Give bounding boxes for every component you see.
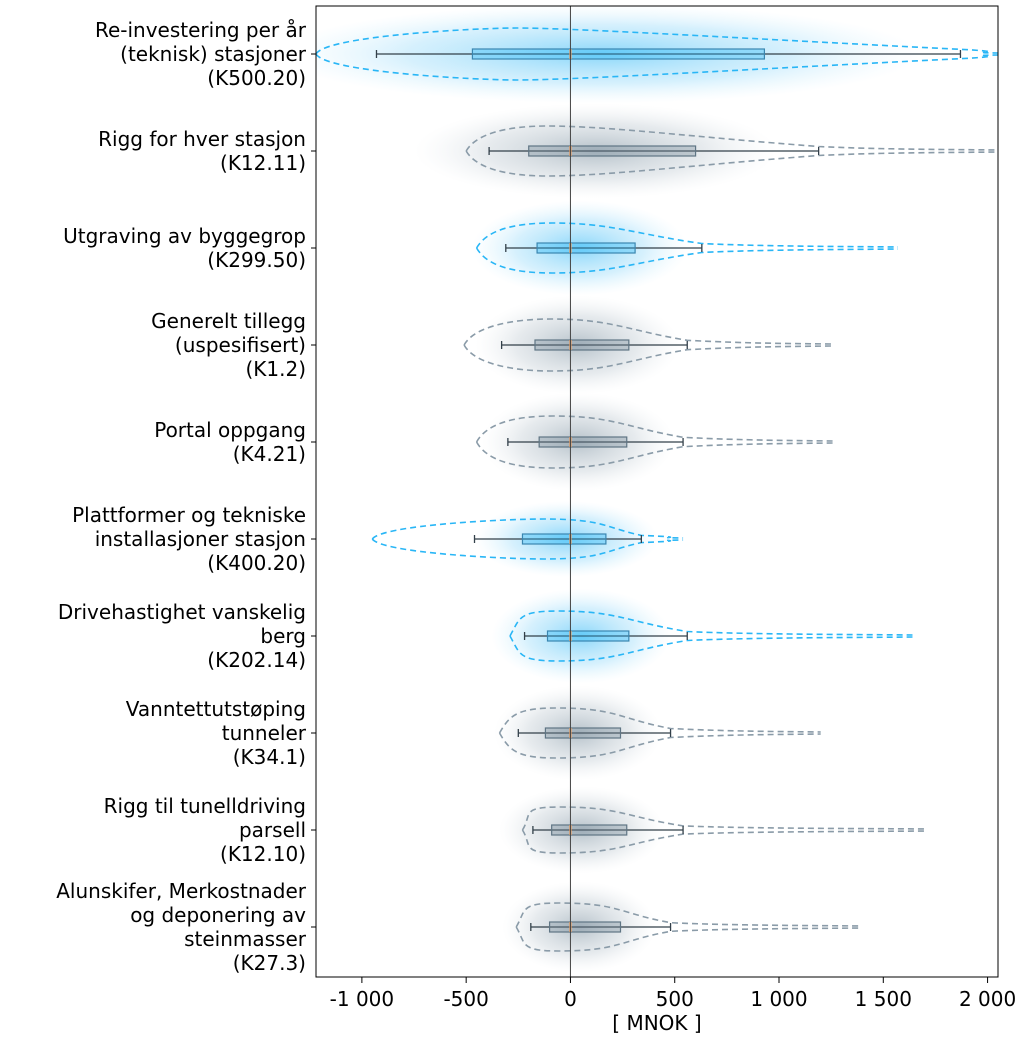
category-label-line: tunneler	[222, 721, 307, 745]
violin-outline-lower	[465, 150, 998, 177]
violin-outline-lower	[475, 441, 834, 469]
category-label-line: Rigg for hver stasjon	[98, 127, 306, 151]
category-label-line: (K400.20)	[207, 551, 306, 575]
category-label-line: (K12.11)	[220, 151, 306, 175]
iqr-box	[544, 727, 622, 739]
violin-item	[316, 6, 998, 104]
violin-outline-lower	[316, 53, 998, 81]
category-label-line: (K500.20)	[207, 66, 306, 90]
violin-outline-upper	[465, 125, 998, 152]
category-label-line: (K202.14)	[207, 648, 306, 672]
x-tick-label: 500	[656, 987, 694, 1011]
category-label-line: Generelt tillegg	[151, 309, 306, 333]
iqr-box	[536, 242, 636, 254]
x-tick-label: -1 000	[330, 987, 394, 1011]
violin-outline-lower	[371, 538, 684, 560]
violin-outline-upper	[498, 707, 821, 734]
category-label-line: Rigg til tunelldriving	[104, 794, 306, 818]
category-label-line: (K34.1)	[233, 745, 306, 769]
category-label-line: (K4.21)	[233, 442, 306, 466]
violin-outline-lower	[475, 247, 898, 274]
x-tick-label: -500	[443, 987, 488, 1011]
category-label-line: Utgraving av byggegrop	[63, 224, 306, 248]
iqr-box	[471, 48, 766, 60]
category-label-line: (K27.3)	[233, 951, 306, 975]
violin-outline-lower	[515, 926, 861, 952]
violin-outline-upper	[475, 415, 834, 443]
iqr-box	[538, 436, 628, 448]
category-label-line: installasjoner stasjon	[95, 527, 306, 551]
category-label-line: Plattformer og tekniske	[72, 503, 306, 527]
x-axis-label: [ MNOK ]	[612, 1011, 701, 1035]
violin-item	[371, 501, 684, 577]
category-label-line: steinmasser	[184, 927, 307, 951]
violin-outline-upper	[475, 222, 898, 249]
violin-item	[491, 588, 913, 684]
x-tick-label: 2 000	[959, 987, 1016, 1011]
category-label-line: (K299.50)	[207, 248, 306, 272]
category-label-line: (K1.2)	[245, 357, 306, 381]
violin-item	[475, 392, 834, 492]
plot-area	[316, 6, 998, 977]
violin-outline-upper	[521, 806, 926, 831]
x-tick-label: 0	[564, 987, 577, 1011]
violin-outline-lower	[521, 829, 926, 854]
violin-outline-lower	[509, 635, 913, 662]
violin-outline-upper	[316, 27, 998, 55]
iqr-box	[521, 533, 607, 545]
category-label-line: (K12.10)	[220, 842, 306, 866]
violin-outline-lower	[498, 732, 821, 759]
iqr-box	[546, 630, 630, 642]
violin-item	[414, 103, 998, 199]
violin-item	[499, 786, 926, 874]
x-tick-label: 1 000	[750, 987, 807, 1011]
iqr-box	[548, 921, 622, 933]
category-label-line: Vanntettutstøping	[126, 697, 306, 721]
category-label-line: (uspesifisert)	[175, 333, 306, 357]
violin-item	[463, 295, 832, 395]
violin-outline-upper	[509, 610, 913, 637]
category-labels: Re-investering per år(teknisk) stasjoner…	[56, 18, 316, 975]
violin-item	[494, 685, 821, 781]
violin-outline-upper	[371, 518, 684, 540]
iqr-box	[534, 339, 630, 351]
category-label-line: og deponering av	[130, 903, 306, 927]
plot-frame	[315, 5, 999, 978]
category-label-line: parsell	[239, 818, 306, 842]
violin-outline-upper	[515, 902, 861, 928]
x-tick-label: 1 500	[855, 987, 912, 1011]
category-label-line: berg	[260, 624, 306, 648]
category-label-line: Alunskifer, Merkostnader	[56, 879, 307, 903]
category-label-line: Re-investering per år	[95, 18, 307, 42]
violin-item	[502, 881, 861, 973]
category-label-line: Portal oppgang	[154, 418, 306, 442]
violin-outline-lower	[463, 344, 832, 372]
violin-outline-upper	[463, 318, 832, 346]
iqr-box	[528, 145, 697, 157]
violin-item	[472, 200, 898, 296]
category-label-line: (teknisk) stasjoner	[120, 42, 307, 66]
iqr-box	[551, 824, 628, 836]
category-label-line: Drivehastighet vanskelig	[58, 600, 306, 624]
x-axis: -1 000 -500 0 500 1 000 1 500 2 000	[330, 977, 1016, 1011]
